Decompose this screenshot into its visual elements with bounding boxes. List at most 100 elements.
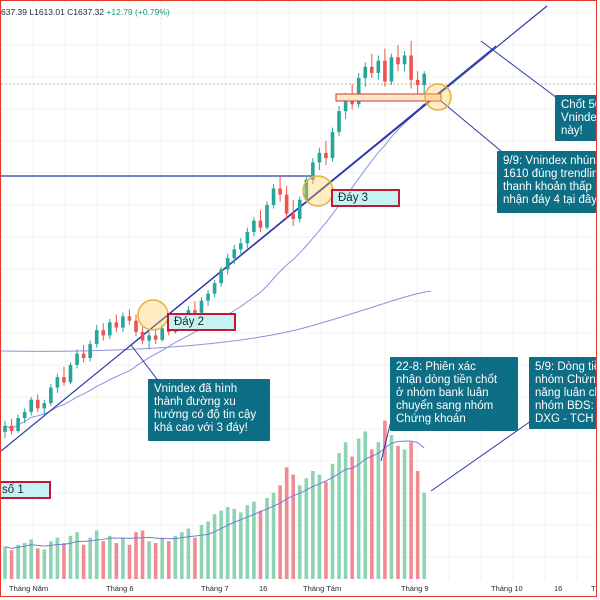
candle-body <box>62 377 66 383</box>
candle-body <box>199 300 204 313</box>
volume-bar <box>16 544 20 579</box>
volume-bar <box>9 550 14 579</box>
volume-bar <box>232 508 237 579</box>
volume-bar <box>291 474 295 579</box>
candle-body <box>330 132 335 159</box>
volume-bar <box>402 449 407 579</box>
volume-bar <box>68 535 73 579</box>
volume-bar <box>304 478 309 579</box>
volume-bar <box>212 514 217 579</box>
bottom-label-3: Đáy 3 <box>331 189 400 207</box>
candle-body <box>422 73 426 86</box>
candle-body <box>370 66 374 73</box>
volume-bar <box>42 549 47 579</box>
volume-bar <box>370 449 374 579</box>
volume-bar <box>108 535 112 579</box>
volume-bar <box>134 532 138 579</box>
support-zone <box>335 93 442 102</box>
callout-22-8-text: 22-8: Phiên xác nhận dòng tiền chốt ở nh… <box>396 361 498 425</box>
horizontal-lines <box>1 83 596 177</box>
bottom-label-1-text: số 1 <box>2 484 24 496</box>
candle-body <box>134 320 138 332</box>
candle-body <box>343 98 348 112</box>
callout-9-9: 9/9: Vnindex nhún 1610 đúng trendlin tha… <box>497 151 597 213</box>
candle-body <box>88 344 92 358</box>
volume-bar <box>62 543 66 579</box>
candle-body <box>81 353 86 358</box>
callout-take-profit-text: Chốt 50 Vnindex này! <box>561 99 597 137</box>
candle-body <box>258 220 263 228</box>
volume-bar <box>376 442 381 579</box>
volume-bar <box>88 537 92 579</box>
volume-bar <box>75 532 79 579</box>
x-tick-label: Tháng Năm <box>9 584 49 593</box>
bottom-4-marker <box>424 83 452 111</box>
volume-bar <box>324 481 328 579</box>
x-tick-label: T <box>591 584 596 593</box>
candle-body <box>49 387 53 404</box>
volume-ma-line <box>4 440 425 549</box>
volume-bar <box>121 537 125 579</box>
volume-bar <box>173 535 178 579</box>
x-tick-label: Tháng Tám <box>303 584 342 593</box>
candle-body <box>212 283 217 294</box>
volume-bar <box>265 498 269 579</box>
callout-9-9-text: 9/9: Vnindex nhún 1610 đúng trendlin tha… <box>503 155 597 206</box>
bottom-2-marker <box>137 299 169 331</box>
ohlc-readout: 637.39 L1613.01 C1637.32 +12.79 (+0.79%) <box>1 7 170 17</box>
candles <box>3 40 426 438</box>
volume-bar <box>55 537 60 579</box>
volume-bar <box>252 501 256 579</box>
callout-5-9: 5/9: Dòng tiề nhóm Chứng năng luân ch nh… <box>529 357 596 429</box>
candle-body <box>356 78 361 105</box>
candle-body <box>29 399 33 412</box>
candle-body <box>94 330 99 345</box>
volume-bar <box>271 492 276 579</box>
callout-take-profit: Chốt 50 Vnindex này! <box>555 95 597 141</box>
ohlc-values: 637.39 L1613.01 C1637.32 <box>1 7 105 17</box>
volume-bar <box>22 543 27 579</box>
candle-body <box>396 57 400 65</box>
bottom-label-2-text: Đáy 2 <box>174 316 205 328</box>
candle-body <box>232 249 237 259</box>
volume-bar <box>337 453 341 579</box>
candle-body <box>35 399 40 409</box>
x-tick-label: 16 <box>259 584 268 593</box>
volume-bar <box>81 544 86 579</box>
candle-body <box>193 310 197 313</box>
callout-22-8: 22-8: Phiên xác nhận dòng tiền chốt ở nh… <box>390 357 518 431</box>
candle-body <box>147 335 151 341</box>
volume-bar <box>343 442 348 579</box>
callout-trendline-text: Vnindex đã hình thành đường xu hướng có … <box>154 383 257 434</box>
candle-body <box>239 243 243 250</box>
candle-body <box>383 60 387 82</box>
candle-body <box>206 293 210 301</box>
volume-bar <box>356 438 361 579</box>
candle-body <box>68 364 73 383</box>
volume-bar <box>297 485 302 579</box>
candle-body <box>291 213 295 219</box>
volume-bar <box>396 445 400 579</box>
volume-bar <box>186 528 191 579</box>
volume-bar <box>153 543 158 579</box>
candle-body <box>402 55 407 65</box>
candle-body <box>219 269 223 284</box>
volume-bar <box>330 463 335 579</box>
volume-bar <box>3 546 7 579</box>
candle-body <box>252 220 256 232</box>
volume-bar <box>94 530 99 579</box>
candle-body <box>140 331 145 341</box>
volume-bar <box>284 467 289 579</box>
volume-bar <box>415 471 420 579</box>
volume-bar <box>127 544 132 579</box>
candle-body <box>317 152 322 163</box>
candle-body <box>114 322 119 328</box>
volume-bars <box>3 420 426 579</box>
candle-body <box>389 57 394 82</box>
volume-bar <box>422 492 426 579</box>
candle-body <box>284 194 289 214</box>
volume-bar <box>311 471 315 579</box>
volume-bar <box>225 507 230 579</box>
callout-trendline: Vnindex đã hình thành đường xu hướng có … <box>148 379 270 441</box>
